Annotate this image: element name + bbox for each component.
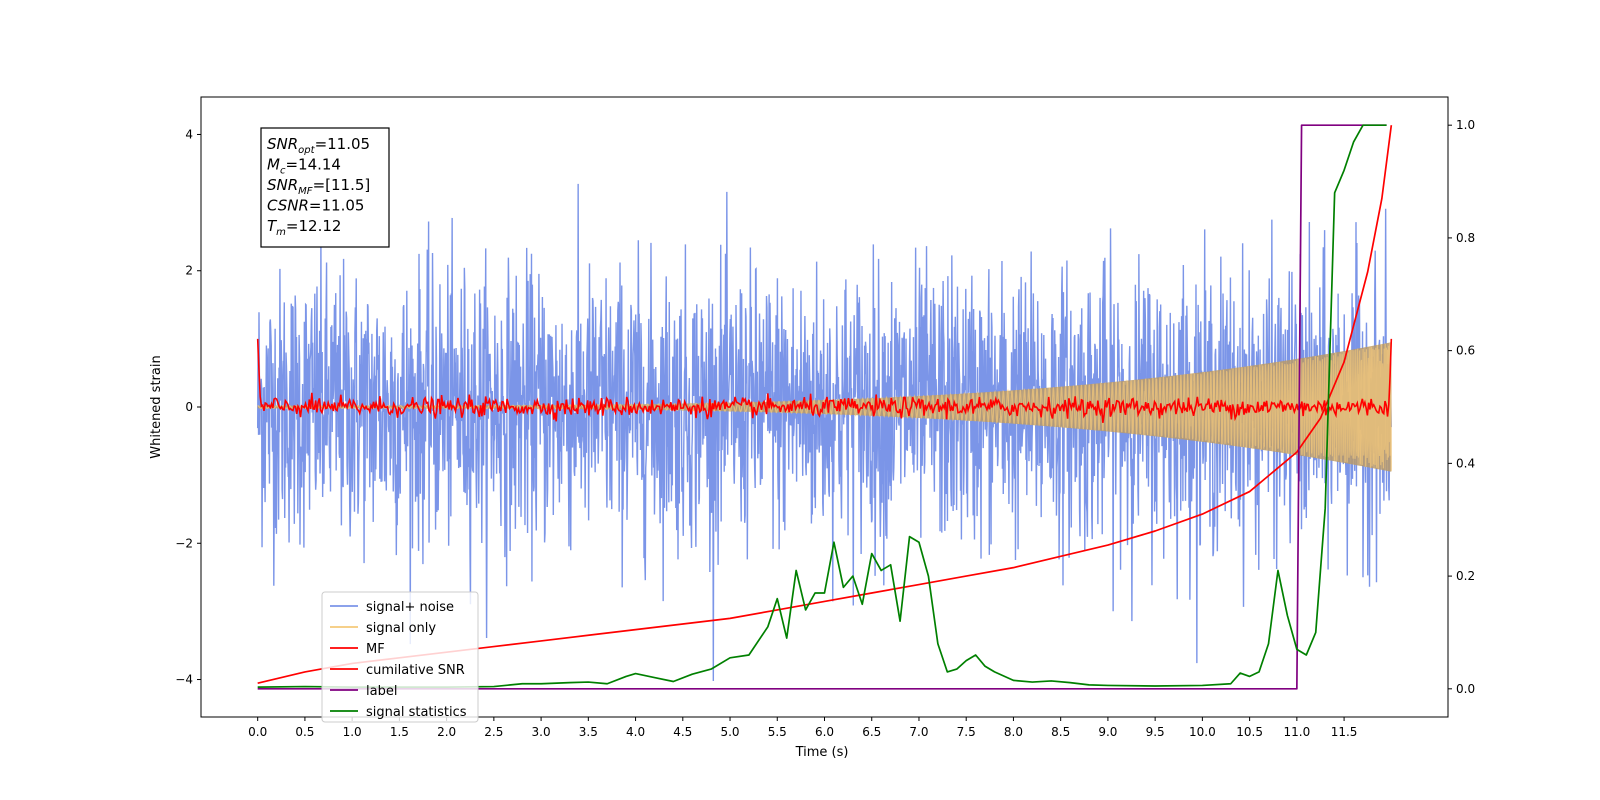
legend-entry: signal+ noise — [366, 600, 454, 615]
x-tick-label: 7.5 — [957, 725, 976, 739]
y2-tick-label: 0.2 — [1456, 569, 1475, 583]
y-axis-label: Whitened strain — [149, 355, 164, 458]
annotation-line: Mc=14.14 — [267, 156, 341, 177]
y-axis-right: 1.0 0.8 0.6 0.4 0.2 0.0 — [1448, 118, 1475, 696]
x-tick-label: 0.5 — [295, 725, 314, 739]
legend-frame — [321, 591, 479, 723]
y-tick-label: 2 — [185, 264, 193, 278]
series-signal-statistics — [257, 124, 1387, 688]
series-mf — [256, 338, 1393, 423]
legend: signal+ noise signal only MF cumilative SNR… — [321, 591, 479, 723]
legend-entry: cumilative SNR — [366, 663, 465, 678]
annotation-box: SNRopt=11.05Mc=14.14SNRMF=[11.5]CSNR=11.… — [260, 127, 390, 248]
x-tick-label: 8.5 — [1051, 725, 1070, 739]
x-tick-label: 2.5 — [484, 725, 503, 739]
x-tick-label: 8.0 — [1004, 725, 1023, 739]
x-tick-label: 4.0 — [626, 725, 645, 739]
y2-tick-label: 0.8 — [1456, 231, 1475, 245]
annotation-frame — [260, 127, 390, 248]
annotation-line: CSNR=11.05 — [267, 197, 364, 215]
x-tick-label: 5.5 — [768, 725, 787, 739]
x-axis-label: Time (s) — [795, 745, 849, 760]
annotation-line: Tm=12.12 — [267, 217, 341, 238]
x-tick-label: 6.5 — [862, 725, 881, 739]
x-tick-label: 5.0 — [720, 725, 739, 739]
x-tick-label: 0.0 — [248, 725, 267, 739]
y2-tick-label: 0.6 — [1456, 344, 1475, 358]
legend-entry: signal statistics — [366, 705, 467, 720]
legend-entry: label — [366, 684, 397, 699]
x-tick-label: 2.0 — [437, 725, 456, 739]
y-tick-label: 4 — [185, 127, 193, 141]
x-tick-label: 10.0 — [1189, 725, 1216, 739]
legend-entry: signal only — [366, 621, 436, 636]
x-tick-label: 11.5 — [1331, 725, 1358, 739]
x-tick-label: 9.5 — [1146, 725, 1165, 739]
y-axis-left: 4 2 0 −2 −4 — [175, 127, 201, 687]
annotation-line: SNRopt=11.05 — [267, 135, 370, 156]
y2-tick-label: 0.4 — [1456, 456, 1475, 470]
x-tick-label: 4.5 — [673, 725, 692, 739]
y-tick-label: 0 — [185, 400, 193, 414]
y-tick-label: −2 — [175, 536, 193, 550]
x-tick-label: 3.0 — [532, 725, 551, 739]
x-axis: 0.0 0.5 1.0 1.5 2.0 2.5 3.0 3.5 4.0 4.5 5.0 5.5 6.0 6… — [248, 717, 1357, 739]
y2-tick-label: 0.0 — [1456, 682, 1475, 696]
x-tick-label: 11.0 — [1283, 725, 1310, 739]
x-tick-label: 3.5 — [579, 725, 598, 739]
legend-entry: MF — [366, 642, 385, 657]
x-tick-label: 9.0 — [1098, 725, 1117, 739]
x-tick-label: 7.0 — [909, 725, 928, 739]
y2-tick-label: 1.0 — [1456, 118, 1475, 132]
x-tick-label: 1.0 — [343, 725, 362, 739]
x-tick-label: 6.0 — [815, 725, 834, 739]
series-label — [257, 124, 1387, 690]
x-tick-label: 1.5 — [390, 725, 409, 739]
y-tick-label: −4 — [175, 673, 193, 687]
x-tick-label: 10.5 — [1236, 725, 1263, 739]
annotation-line: SNRMF=[11.5] — [267, 176, 370, 197]
